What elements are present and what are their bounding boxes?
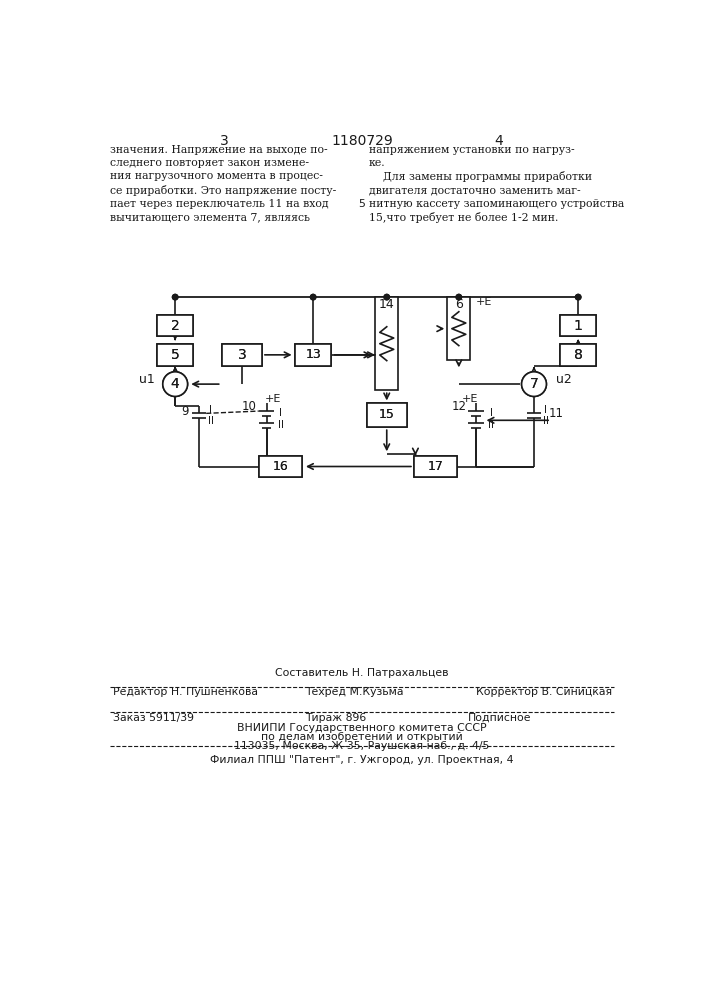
Text: 4: 4	[171, 377, 180, 391]
Text: +E: +E	[477, 297, 493, 307]
Text: Заказ 5911/39: Заказ 5911/39	[113, 713, 194, 723]
Circle shape	[575, 294, 581, 300]
Bar	[367, 403, 407, 427]
Circle shape	[163, 372, 187, 396]
Circle shape	[310, 294, 316, 300]
Text: 3: 3	[238, 348, 246, 362]
Text: u1: u1	[139, 373, 155, 386]
Text: 1: 1	[574, 319, 583, 333]
Text: Корректор В. Синицкая: Корректор В. Синицкая	[476, 687, 612, 697]
Text: 4: 4	[171, 377, 180, 391]
Bar	[414, 456, 457, 477]
Bar	[367, 403, 407, 427]
Text: 12: 12	[451, 400, 467, 413]
Bar	[561, 315, 596, 336]
Text: Тираж 896: Тираж 896	[305, 713, 367, 723]
Text: 17: 17	[428, 460, 443, 473]
Text: 8: 8	[574, 348, 583, 362]
Bar	[561, 344, 596, 366]
Bar	[414, 456, 457, 477]
Bar	[296, 344, 331, 366]
Text: 13: 13	[305, 348, 321, 361]
Circle shape	[310, 294, 316, 300]
Text: II: II	[278, 420, 284, 430]
Text: 10: 10	[242, 400, 257, 413]
Text: ВНИИПИ Государственного комитета СССР: ВНИИПИ Государственного комитета СССР	[237, 723, 486, 733]
Text: 7: 7	[530, 377, 538, 391]
Bar	[259, 456, 303, 477]
Circle shape	[384, 294, 390, 300]
Text: 5: 5	[358, 199, 366, 209]
Text: 4: 4	[495, 134, 503, 148]
Text: I: I	[544, 405, 547, 415]
Bar	[158, 344, 193, 366]
Circle shape	[173, 294, 178, 300]
Text: 17: 17	[428, 460, 443, 473]
Text: 5: 5	[171, 348, 180, 362]
Text: 8: 8	[574, 348, 583, 362]
Bar	[561, 344, 596, 366]
Text: II: II	[543, 416, 549, 426]
Text: +E: +E	[462, 394, 478, 404]
Circle shape	[456, 294, 462, 300]
Circle shape	[173, 294, 178, 300]
Text: 13: 13	[305, 348, 321, 361]
Text: значения. Напряжение на выходе по-
следнего повторяет закон изменe-
ния нагрузоч: значения. Напряжение на выходе по- следн…	[110, 145, 337, 222]
Text: Техред М.Кузьма: Техред М.Кузьма	[305, 687, 404, 697]
Bar	[158, 344, 193, 366]
Text: u2: u2	[556, 373, 571, 386]
Text: 2: 2	[171, 319, 180, 333]
Text: I: I	[209, 405, 212, 415]
Bar	[222, 344, 262, 366]
Text: 3: 3	[238, 348, 246, 362]
Text: Редактор Н. Пушненкова: Редактор Н. Пушненкова	[113, 687, 258, 697]
Circle shape	[522, 372, 547, 396]
Text: напряжением установки по нагруз-
ке.
    Для замены программы приработки
двигате: напряжением установки по нагруз- ке. Для…	[369, 145, 624, 223]
Text: 2: 2	[171, 319, 180, 333]
Text: 16: 16	[273, 460, 288, 473]
Text: 9: 9	[182, 405, 189, 418]
Circle shape	[456, 294, 462, 300]
Text: 14: 14	[379, 298, 395, 311]
Text: +E: +E	[264, 394, 281, 404]
Text: 1180729: 1180729	[331, 134, 393, 148]
Bar	[296, 344, 331, 366]
Text: по делам изобретений и открытий: по делам изобретений и открытий	[261, 732, 463, 742]
Text: Филиал ППШ "Патент", г. Ужгород, ул. Проектная, 4: Филиал ППШ "Патент", г. Ужгород, ул. Про…	[210, 755, 514, 765]
Text: 6: 6	[455, 298, 463, 311]
Bar	[561, 315, 596, 336]
Text: Составитель Н. Патрахальцев: Составитель Н. Патрахальцев	[275, 668, 449, 678]
Bar	[259, 456, 303, 477]
Text: 16: 16	[273, 460, 288, 473]
Text: 7: 7	[530, 377, 538, 391]
Bar	[448, 297, 470, 360]
Bar	[222, 344, 262, 366]
Text: II: II	[208, 416, 214, 426]
Bar	[158, 315, 193, 336]
Text: 15: 15	[379, 408, 395, 421]
Bar	[375, 297, 398, 390]
Text: 15: 15	[379, 408, 395, 421]
Circle shape	[575, 294, 581, 300]
Bar	[158, 315, 193, 336]
Text: II: II	[489, 420, 494, 430]
Text: I: I	[279, 408, 282, 418]
Circle shape	[163, 372, 187, 396]
Text: I: I	[490, 408, 493, 418]
Text: Подписное: Подписное	[468, 713, 532, 723]
Circle shape	[522, 372, 547, 396]
Text: 5: 5	[171, 348, 180, 362]
Circle shape	[384, 294, 390, 300]
Text: 1: 1	[574, 319, 583, 333]
Text: 113035, Москва, Ж-35, Раушская наб., д. 4/5: 113035, Москва, Ж-35, Раушская наб., д. …	[234, 741, 490, 751]
Text: 3: 3	[220, 134, 228, 148]
Text: 11: 11	[548, 407, 563, 420]
